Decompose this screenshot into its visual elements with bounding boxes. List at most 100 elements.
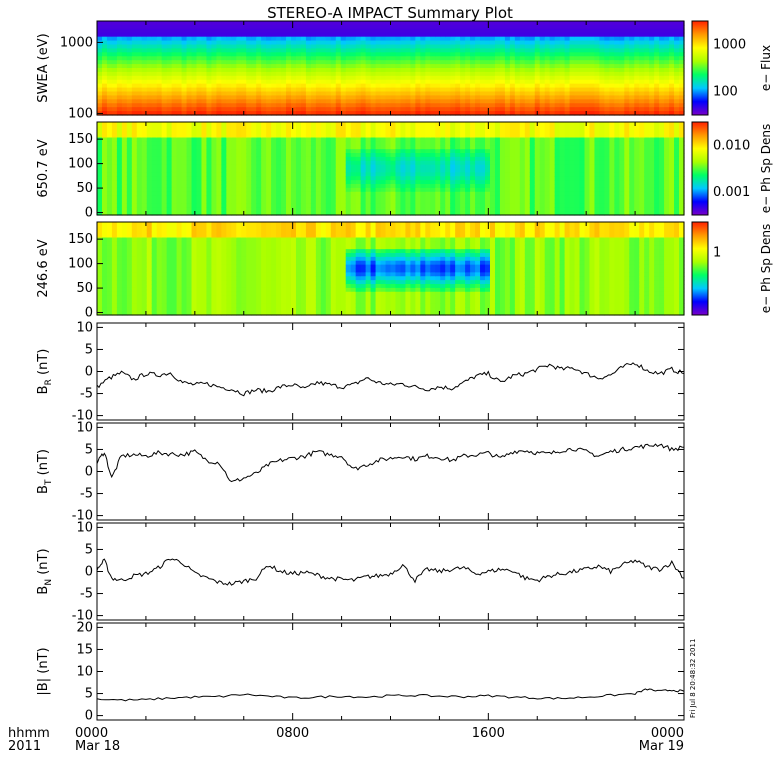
heatmap-cell — [410, 103, 416, 108]
heatmap-cell — [330, 153, 337, 158]
heatmap-cell — [460, 56, 466, 61]
heatmap-cell — [201, 99, 208, 104]
heatmap-cell — [345, 28, 352, 34]
heatmap-cell — [136, 172, 143, 177]
heatmap-cell — [499, 21, 506, 26]
heatmap-cell — [485, 129, 491, 135]
heatmap-cell — [201, 32, 208, 38]
heatmap-cell — [475, 195, 481, 201]
heatmap-cell — [151, 103, 158, 108]
heatmap-cell — [101, 211, 108, 216]
heatmap-cell — [246, 28, 252, 34]
heatmap-cell — [176, 129, 183, 135]
heatmap-cell — [470, 83, 476, 89]
heatmap-cell — [400, 107, 407, 112]
heatmap-cell — [485, 133, 491, 139]
heatmap-cell — [455, 164, 461, 170]
heatmap-cell — [246, 68, 252, 73]
heatmap-cell — [106, 48, 113, 53]
heatmap-cell — [450, 129, 456, 135]
heatmap-cell — [246, 40, 252, 46]
heatmap-cell — [231, 99, 237, 104]
heatmap-cell — [191, 176, 198, 181]
heatmap-cell — [201, 28, 208, 34]
heatmap-cell — [475, 40, 481, 46]
heatmap-cell — [475, 99, 481, 104]
heatmap-cell — [221, 75, 227, 81]
heatmap-cell — [151, 24, 158, 30]
heatmap-cell — [390, 60, 397, 65]
heatmap-cell — [405, 36, 411, 42]
heatmap-cell — [380, 111, 387, 116]
heatmap-cell — [176, 44, 183, 50]
heatmap-cell — [191, 32, 198, 38]
heatmap-cell — [191, 56, 198, 61]
heatmap-cell — [489, 199, 496, 204]
heatmap-cell — [271, 141, 277, 146]
heatmap-cell — [271, 149, 277, 154]
heatmap-cell — [395, 160, 402, 166]
heatmap-cell — [400, 137, 407, 142]
heatmap-cell — [131, 207, 138, 212]
heatmap-cell — [176, 103, 183, 108]
heatmap-cell — [291, 164, 297, 170]
heatmap-cell — [355, 83, 362, 89]
heatmap-cell — [445, 91, 451, 97]
heatmap-cell — [405, 68, 411, 73]
heatmap-cell — [649, 40, 655, 46]
heatmap-cell — [320, 211, 327, 216]
heatmap-cell — [594, 103, 601, 108]
heatmap-cell — [281, 91, 287, 97]
heatmap-cell — [136, 203, 143, 208]
heatmap-cell — [191, 68, 198, 73]
heatmap-cell — [330, 36, 337, 42]
heatmap-cell — [385, 36, 392, 42]
heatmap-cell — [111, 40, 118, 46]
heatmap-cell — [544, 75, 551, 81]
heatmap-cell — [325, 32, 332, 38]
heatmap-cell — [256, 187, 262, 193]
heatmap-cell — [271, 111, 277, 116]
heatmap-cell — [166, 21, 173, 26]
heatmap-cell — [529, 52, 536, 57]
heatmap-cell — [415, 107, 421, 112]
heatmap-cell — [559, 75, 566, 81]
heatmap-cell — [146, 68, 153, 73]
heatmap-cell — [524, 168, 531, 173]
heatmap-cell — [116, 207, 123, 212]
heatmap-cell — [470, 28, 476, 34]
heatmap-cell — [489, 79, 496, 85]
heatmap-cell — [579, 40, 586, 46]
heatmap-cell — [271, 28, 277, 34]
heatmap-cell — [271, 64, 277, 69]
heatmap-cell — [320, 91, 327, 97]
heatmap-cell — [340, 32, 347, 38]
heatmap-cell — [136, 160, 143, 166]
heatmap-cell — [281, 153, 287, 158]
heatmap-cell — [644, 71, 650, 77]
heatmap-cell — [360, 191, 367, 197]
heatmap-cell — [231, 207, 237, 212]
heatmap-cell — [614, 21, 620, 26]
heatmap-cell — [410, 211, 416, 216]
heatmap-cell — [599, 44, 605, 50]
heatmap-cell — [435, 40, 441, 46]
heatmap-cell — [534, 129, 541, 135]
heatmap-cell — [340, 160, 347, 166]
heatmap-cell — [281, 141, 287, 146]
heatmap-cell — [136, 184, 143, 189]
heatmap-cell — [380, 184, 387, 189]
heatmap-cell — [494, 164, 501, 170]
heatmap-cell — [395, 164, 402, 170]
heatmap-cell — [345, 75, 352, 81]
heatmap-cell — [196, 107, 203, 112]
heatmap-cell — [360, 164, 367, 170]
heatmap-cell — [509, 32, 516, 38]
heatmap-cell — [136, 145, 143, 150]
heatmap-cell — [151, 207, 158, 212]
heatmap-cell — [609, 28, 615, 34]
heatmap-cell — [136, 99, 143, 104]
heatmap-cell — [390, 211, 397, 216]
heatmap-cell — [111, 133, 118, 139]
heatmap-cell — [300, 122, 307, 127]
